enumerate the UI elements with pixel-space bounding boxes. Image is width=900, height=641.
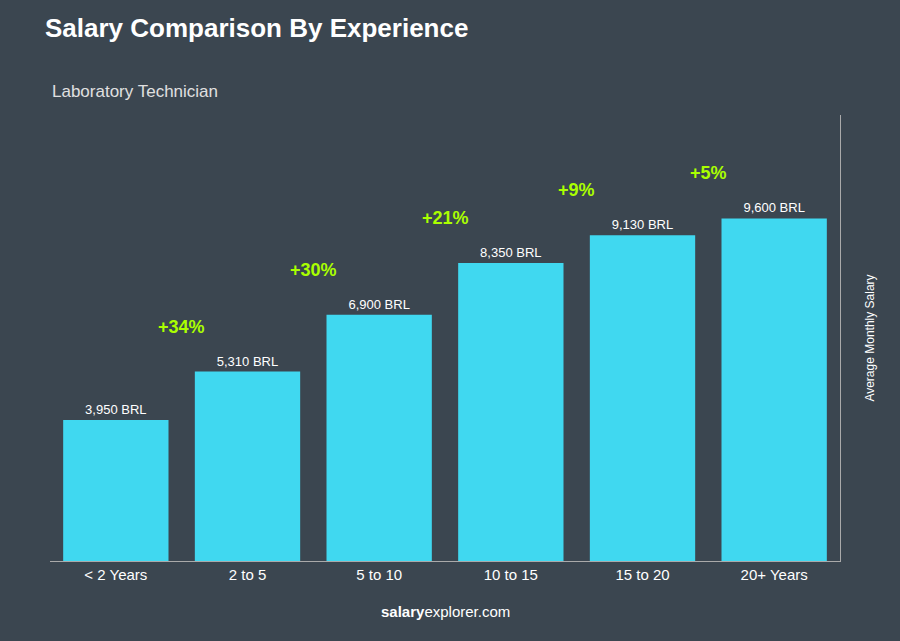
svg-text:+21%: +21% (422, 208, 469, 228)
svg-text:Average Monthly Salary: Average Monthly Salary (863, 274, 877, 401)
svg-text:6,900 BRL: 6,900 BRL (348, 297, 409, 312)
svg-text:9,130 BRL: 9,130 BRL (612, 217, 673, 232)
svg-text:5,310 BRL: 5,310 BRL (217, 354, 278, 369)
svg-text:+9%: +9% (558, 180, 595, 200)
svg-text:5 to 10: 5 to 10 (356, 566, 402, 583)
svg-text:+30%: +30% (290, 260, 337, 280)
svg-text:2 to 5: 2 to 5 (229, 566, 267, 583)
svg-text:salaryexplorer.com: salaryexplorer.com (381, 603, 510, 620)
svg-text:8,350 BRL: 8,350 BRL (480, 245, 541, 260)
svg-text:3,950 BRL: 3,950 BRL (85, 402, 146, 417)
svg-text:20+ Years: 20+ Years (741, 566, 808, 583)
svg-text:Laboratory Technician: Laboratory Technician (52, 82, 218, 101)
svg-text:Salary Comparison By Experienc: Salary Comparison By Experience (45, 13, 468, 43)
svg-text:9,600 BRL: 9,600 BRL (743, 200, 804, 215)
svg-text:+5%: +5% (690, 163, 727, 183)
svg-text:+34%: +34% (158, 317, 205, 337)
svg-text:15 to 20: 15 to 20 (615, 566, 669, 583)
svg-text:10 to 15: 10 to 15 (484, 566, 538, 583)
svg-text:< 2 Years: < 2 Years (84, 566, 147, 583)
